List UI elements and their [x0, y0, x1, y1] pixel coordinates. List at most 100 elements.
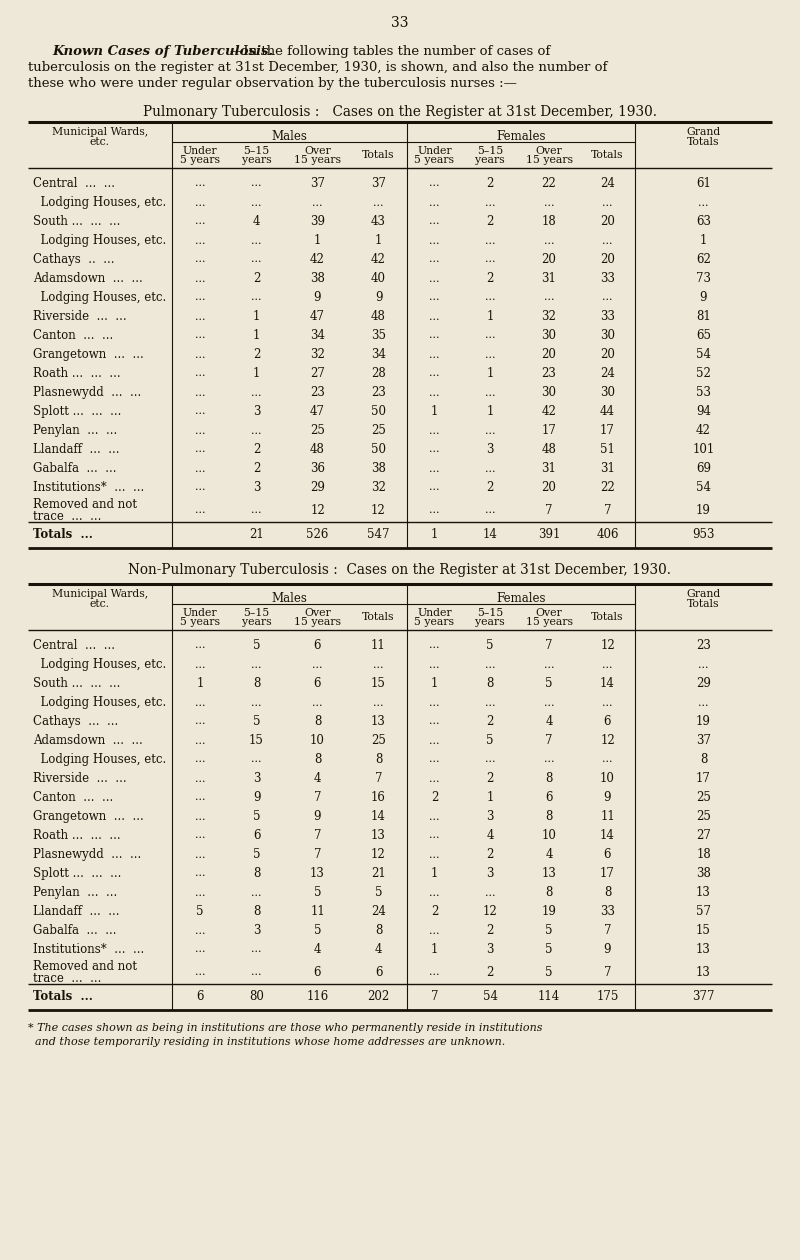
Text: 6: 6 [604, 714, 611, 728]
Text: ...: ... [430, 255, 440, 265]
Text: 10: 10 [310, 735, 325, 747]
Text: 33: 33 [600, 310, 615, 323]
Text: 6: 6 [546, 791, 553, 804]
Text: Adamsdown  ...  ...: Adamsdown ... ... [33, 735, 142, 747]
Text: ...: ... [430, 368, 440, 378]
Text: 21: 21 [249, 528, 264, 542]
Text: 8: 8 [375, 753, 382, 766]
Text: years: years [242, 617, 271, 627]
Text: 33: 33 [600, 905, 615, 919]
Text: 16: 16 [371, 791, 386, 804]
Text: 2: 2 [486, 272, 494, 285]
Text: 5 years: 5 years [414, 155, 454, 165]
Text: 2: 2 [486, 924, 494, 937]
Text: ...: ... [485, 755, 495, 765]
Text: ...: ... [544, 755, 554, 765]
Text: ...: ... [430, 217, 440, 227]
Text: ...: ... [698, 659, 709, 669]
Text: 1: 1 [486, 367, 494, 381]
Text: 37: 37 [310, 176, 325, 190]
Text: 7: 7 [430, 990, 438, 1003]
Text: ...: ... [251, 179, 262, 189]
Text: Totals: Totals [362, 612, 394, 622]
Text: 9: 9 [604, 791, 611, 804]
Text: 2: 2 [253, 272, 260, 285]
Text: 4: 4 [546, 714, 553, 728]
Text: ...: ... [374, 659, 384, 669]
Text: ...: ... [194, 464, 206, 474]
Text: ...: ... [194, 445, 206, 455]
Text: 20: 20 [600, 215, 615, 228]
Text: ...: ... [602, 292, 613, 302]
Text: ...: ... [194, 236, 206, 246]
Text: 8: 8 [700, 753, 707, 766]
Text: 3: 3 [486, 810, 494, 823]
Text: 24: 24 [371, 905, 386, 919]
Text: ...: ... [430, 292, 440, 302]
Text: years: years [242, 155, 271, 165]
Text: 28: 28 [371, 367, 386, 381]
Text: ...: ... [194, 966, 206, 977]
Text: Grand: Grand [686, 588, 721, 598]
Text: ...: ... [430, 966, 440, 977]
Text: South ...  ...  ...: South ... ... ... [33, 215, 120, 228]
Text: 40: 40 [371, 272, 386, 285]
Text: 65: 65 [696, 329, 711, 341]
Text: 38: 38 [371, 462, 386, 475]
Text: 3: 3 [486, 942, 494, 956]
Text: 13: 13 [371, 829, 386, 842]
Text: Adamsdown  ...  ...: Adamsdown ... ... [33, 272, 142, 285]
Text: 37: 37 [696, 735, 711, 747]
Text: ...: ... [430, 926, 440, 935]
Text: 5: 5 [486, 639, 494, 651]
Text: ...: ... [194, 793, 206, 803]
Text: 1: 1 [700, 234, 707, 247]
Text: ...: ... [430, 236, 440, 246]
Text: 23: 23 [542, 367, 557, 381]
Text: ...: ... [251, 388, 262, 397]
Text: 11: 11 [600, 810, 615, 823]
Text: these who were under regular observation by the tuberculosis nurses :—: these who were under regular observation… [28, 78, 517, 91]
Text: 4: 4 [374, 942, 382, 956]
Text: 13: 13 [696, 886, 711, 898]
Text: 2: 2 [253, 348, 260, 362]
Text: 13: 13 [696, 942, 711, 956]
Text: 1: 1 [431, 942, 438, 956]
Text: ...: ... [194, 736, 206, 746]
Text: 8: 8 [486, 677, 494, 690]
Text: 20: 20 [542, 348, 557, 362]
Text: 5: 5 [253, 848, 260, 861]
Text: 5: 5 [546, 677, 553, 690]
Text: 36: 36 [310, 462, 325, 475]
Text: 11: 11 [371, 639, 386, 651]
Text: 42: 42 [310, 253, 325, 266]
Text: ...: ... [194, 368, 206, 378]
Text: ...: ... [194, 311, 206, 321]
Text: 14: 14 [482, 528, 498, 542]
Text: 8: 8 [604, 886, 611, 898]
Text: ...: ... [194, 830, 206, 840]
Text: 4: 4 [314, 942, 322, 956]
Text: 9: 9 [253, 791, 260, 804]
Text: 3: 3 [253, 924, 260, 937]
Text: 1: 1 [375, 234, 382, 247]
Text: Institutions*  ...  ...: Institutions* ... ... [33, 942, 144, 956]
Text: 17: 17 [600, 867, 615, 879]
Text: 175: 175 [596, 990, 618, 1003]
Text: 1: 1 [253, 310, 260, 323]
Text: ...: ... [485, 255, 495, 265]
Text: 13: 13 [542, 867, 557, 879]
Text: 33: 33 [600, 272, 615, 285]
Text: ...: ... [251, 198, 262, 208]
Text: Under: Under [182, 146, 218, 156]
Text: 31: 31 [542, 272, 557, 285]
Text: ...: ... [194, 717, 206, 727]
Text: 5: 5 [546, 965, 553, 979]
Text: Gabalfa  ...  ...: Gabalfa ... ... [33, 462, 117, 475]
Text: 6: 6 [374, 965, 382, 979]
Text: 391: 391 [538, 528, 560, 542]
Text: 33: 33 [391, 16, 409, 30]
Text: 12: 12 [371, 504, 386, 517]
Text: 24: 24 [600, 367, 615, 381]
Text: 32: 32 [371, 481, 386, 494]
